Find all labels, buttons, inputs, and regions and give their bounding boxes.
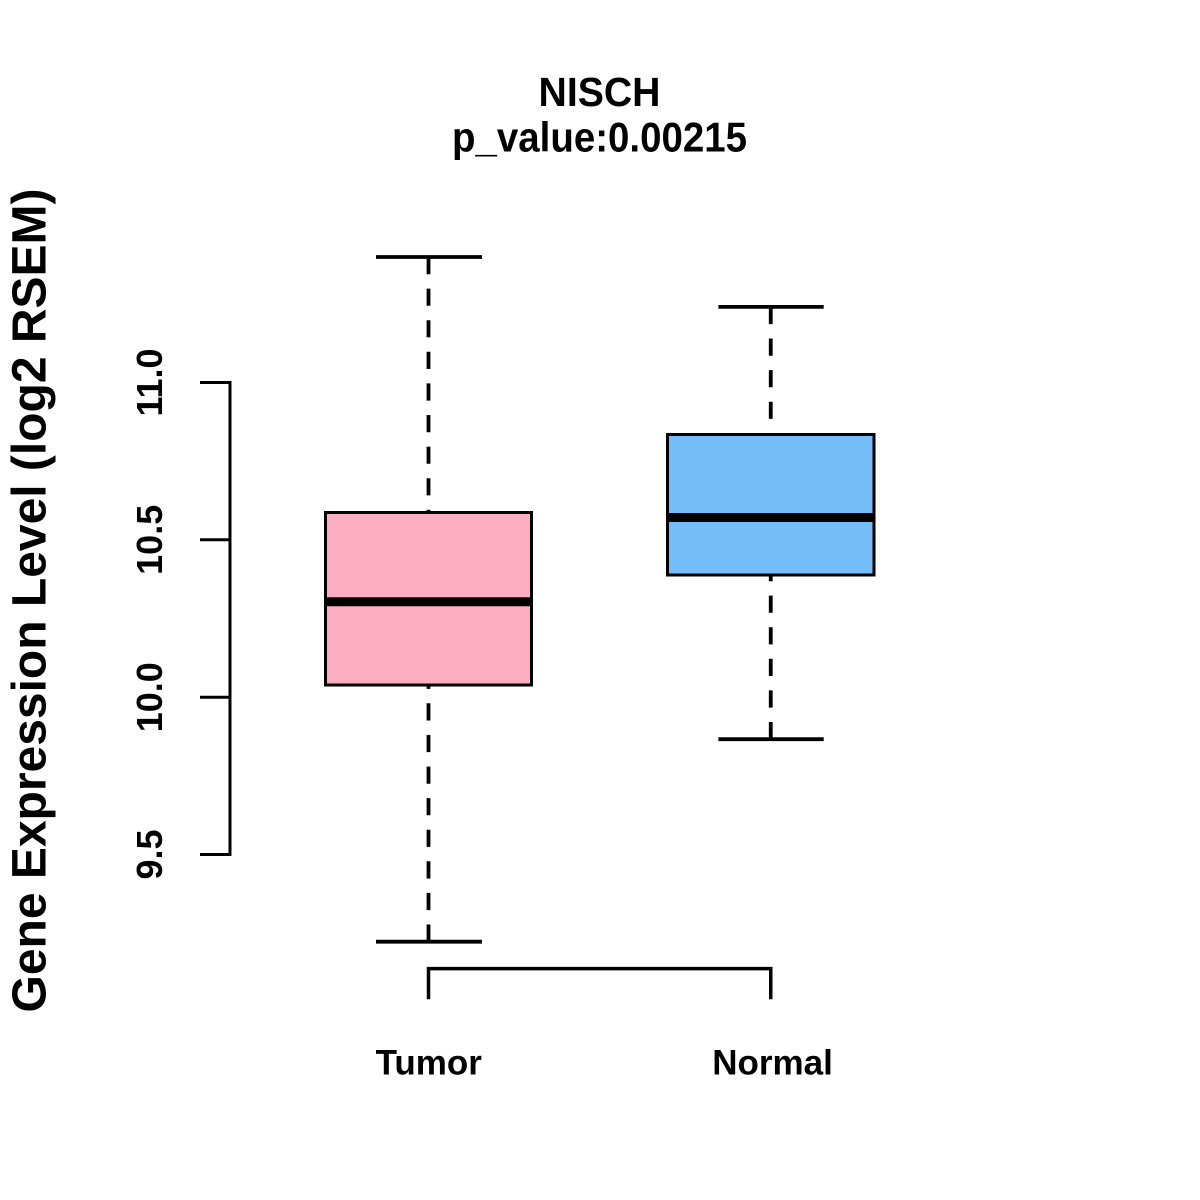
svg-text:11.0: 11.0 — [129, 348, 170, 416]
svg-text:Normal: Normal — [712, 1043, 833, 1082]
svg-text:10.0: 10.0 — [129, 662, 170, 732]
svg-text:Gene Expression Level (log2 RS: Gene Expression Level (log2 RSEM) — [4, 189, 57, 1013]
svg-text:9.5: 9.5 — [129, 829, 170, 879]
svg-text:p_value:0.00215: p_value:0.00215 — [452, 113, 747, 160]
svg-text:Tumor: Tumor — [376, 1043, 483, 1082]
svg-text:10.5: 10.5 — [129, 505, 170, 575]
svg-text:NISCH: NISCH — [539, 69, 661, 115]
